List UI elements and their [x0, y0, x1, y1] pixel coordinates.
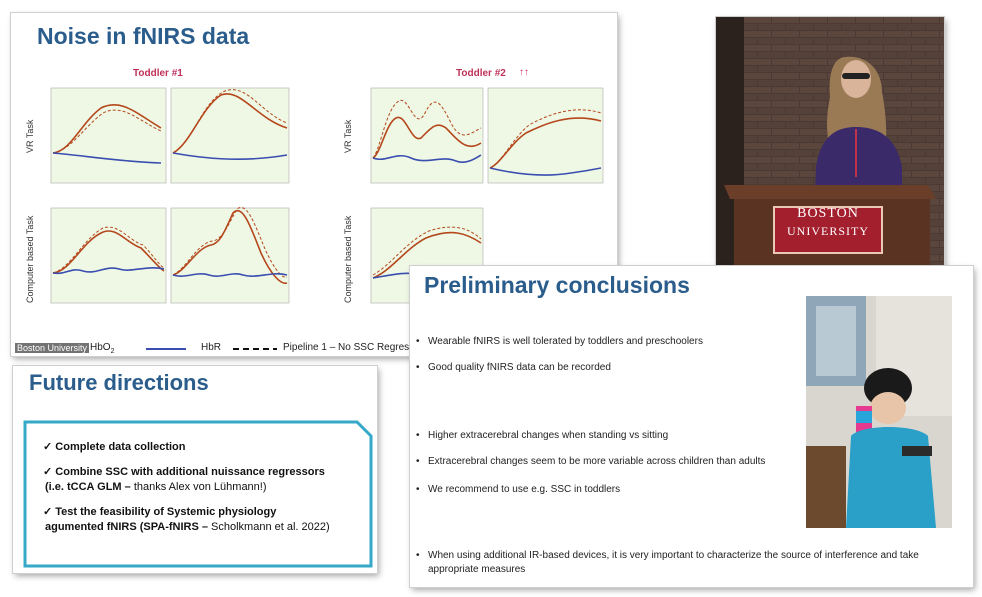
conclusion-2: Good quality fNIRS data can be recorded: [416, 362, 611, 373]
future-item-2-text: Combine SSC with additional nuissance re…: [55, 466, 325, 478]
future-list: ✓ Complete data collection ✓ Combine SSC…: [43, 440, 363, 545]
future-item-3b-norm: Scholkmann et al. 2022): [207, 521, 330, 533]
plot-t2-vr-a: [370, 87, 484, 184]
legend-pipeline: Pipeline 1 – No SSC Regression: [283, 342, 428, 353]
conclusion-4: Extracerebral changes seem to be more va…: [416, 456, 765, 467]
conclusion-1: Wearable fNIRS is well tolerated by todd…: [416, 336, 703, 347]
future-title: Future directions: [29, 370, 209, 395]
future-item-1-text: Complete data collection: [55, 441, 186, 453]
future-item-3-text: Test the feasibility of Systemic physiol…: [55, 506, 277, 518]
child-photo: [806, 296, 952, 528]
future-item-2b-bold: (i.e. tCCA GLM –: [45, 481, 131, 493]
legend-hbo-text: HbO: [90, 342, 111, 353]
check-icon: ✓: [43, 506, 53, 518]
check-icon: ✓: [43, 441, 53, 453]
conclusions-title: Preliminary conclusions: [424, 272, 690, 298]
speaker-scene: [716, 17, 944, 267]
noise-slide-title: Noise in fNIRS data: [37, 23, 250, 49]
toddler1-label: Toddler #1: [133, 68, 183, 79]
future-box-frame: [23, 420, 373, 568]
future-item-1: ✓ Complete data collection: [43, 440, 363, 455]
future-item-3: ✓ Test the feasibility of Systemic physi…: [43, 505, 363, 535]
speaker-video: BOSTON UNIVERSITY: [716, 17, 944, 267]
conclusion-6-cont: appropriate measures: [428, 564, 526, 575]
future-directions-slide: Future directions ✓ Complete data collec…: [13, 366, 377, 573]
plot-t2-vr-b: [487, 87, 604, 184]
podium-text-2: UNIVERSITY: [787, 224, 869, 238]
plot-t1-comp-a: [50, 207, 167, 304]
future-item-2b-norm: thanks Alex von Lühmann!): [130, 481, 267, 493]
check-icon: ✓: [43, 466, 53, 478]
toddler2-arrows: ↑↑: [519, 67, 529, 78]
plot-t1-vr-b: [170, 87, 290, 184]
conclusion-3: Higher extracerebral changes when standi…: [416, 430, 668, 441]
future-item-2: ✓ Combine SSC with additional nuissance …: [43, 465, 363, 495]
legend-hbo: HbO2: [90, 342, 114, 355]
legend-pipeline-line: [233, 348, 277, 350]
future-item-3b-bold: agumented fNIRS (SPA-fNIRS –: [45, 521, 208, 533]
conclusion-6: When using additional IR-based devices, …: [416, 550, 919, 561]
plot-t1-vr-a: [50, 87, 167, 184]
watermark: Boston University: [15, 343, 90, 353]
conclusion-5: We recommend to use e.g. SSC in toddlers: [416, 484, 620, 495]
toddler2-label: Toddler #2: [456, 68, 506, 79]
podium-text-1: BOSTON: [797, 206, 859, 221]
legend-hbo-sub: 2: [110, 348, 115, 355]
noise-slide: Noise in fNIRS data Toddler #1 Toddler #…: [11, 13, 617, 356]
legend-hbr-line: [146, 348, 186, 350]
conclusions-slide: Preliminary conclusions Wearable fNIRS i…: [410, 266, 973, 587]
plot-t1-comp-b: [170, 206, 290, 304]
noise-plots: [50, 87, 604, 304]
legend-hbr: HbR: [201, 342, 222, 353]
